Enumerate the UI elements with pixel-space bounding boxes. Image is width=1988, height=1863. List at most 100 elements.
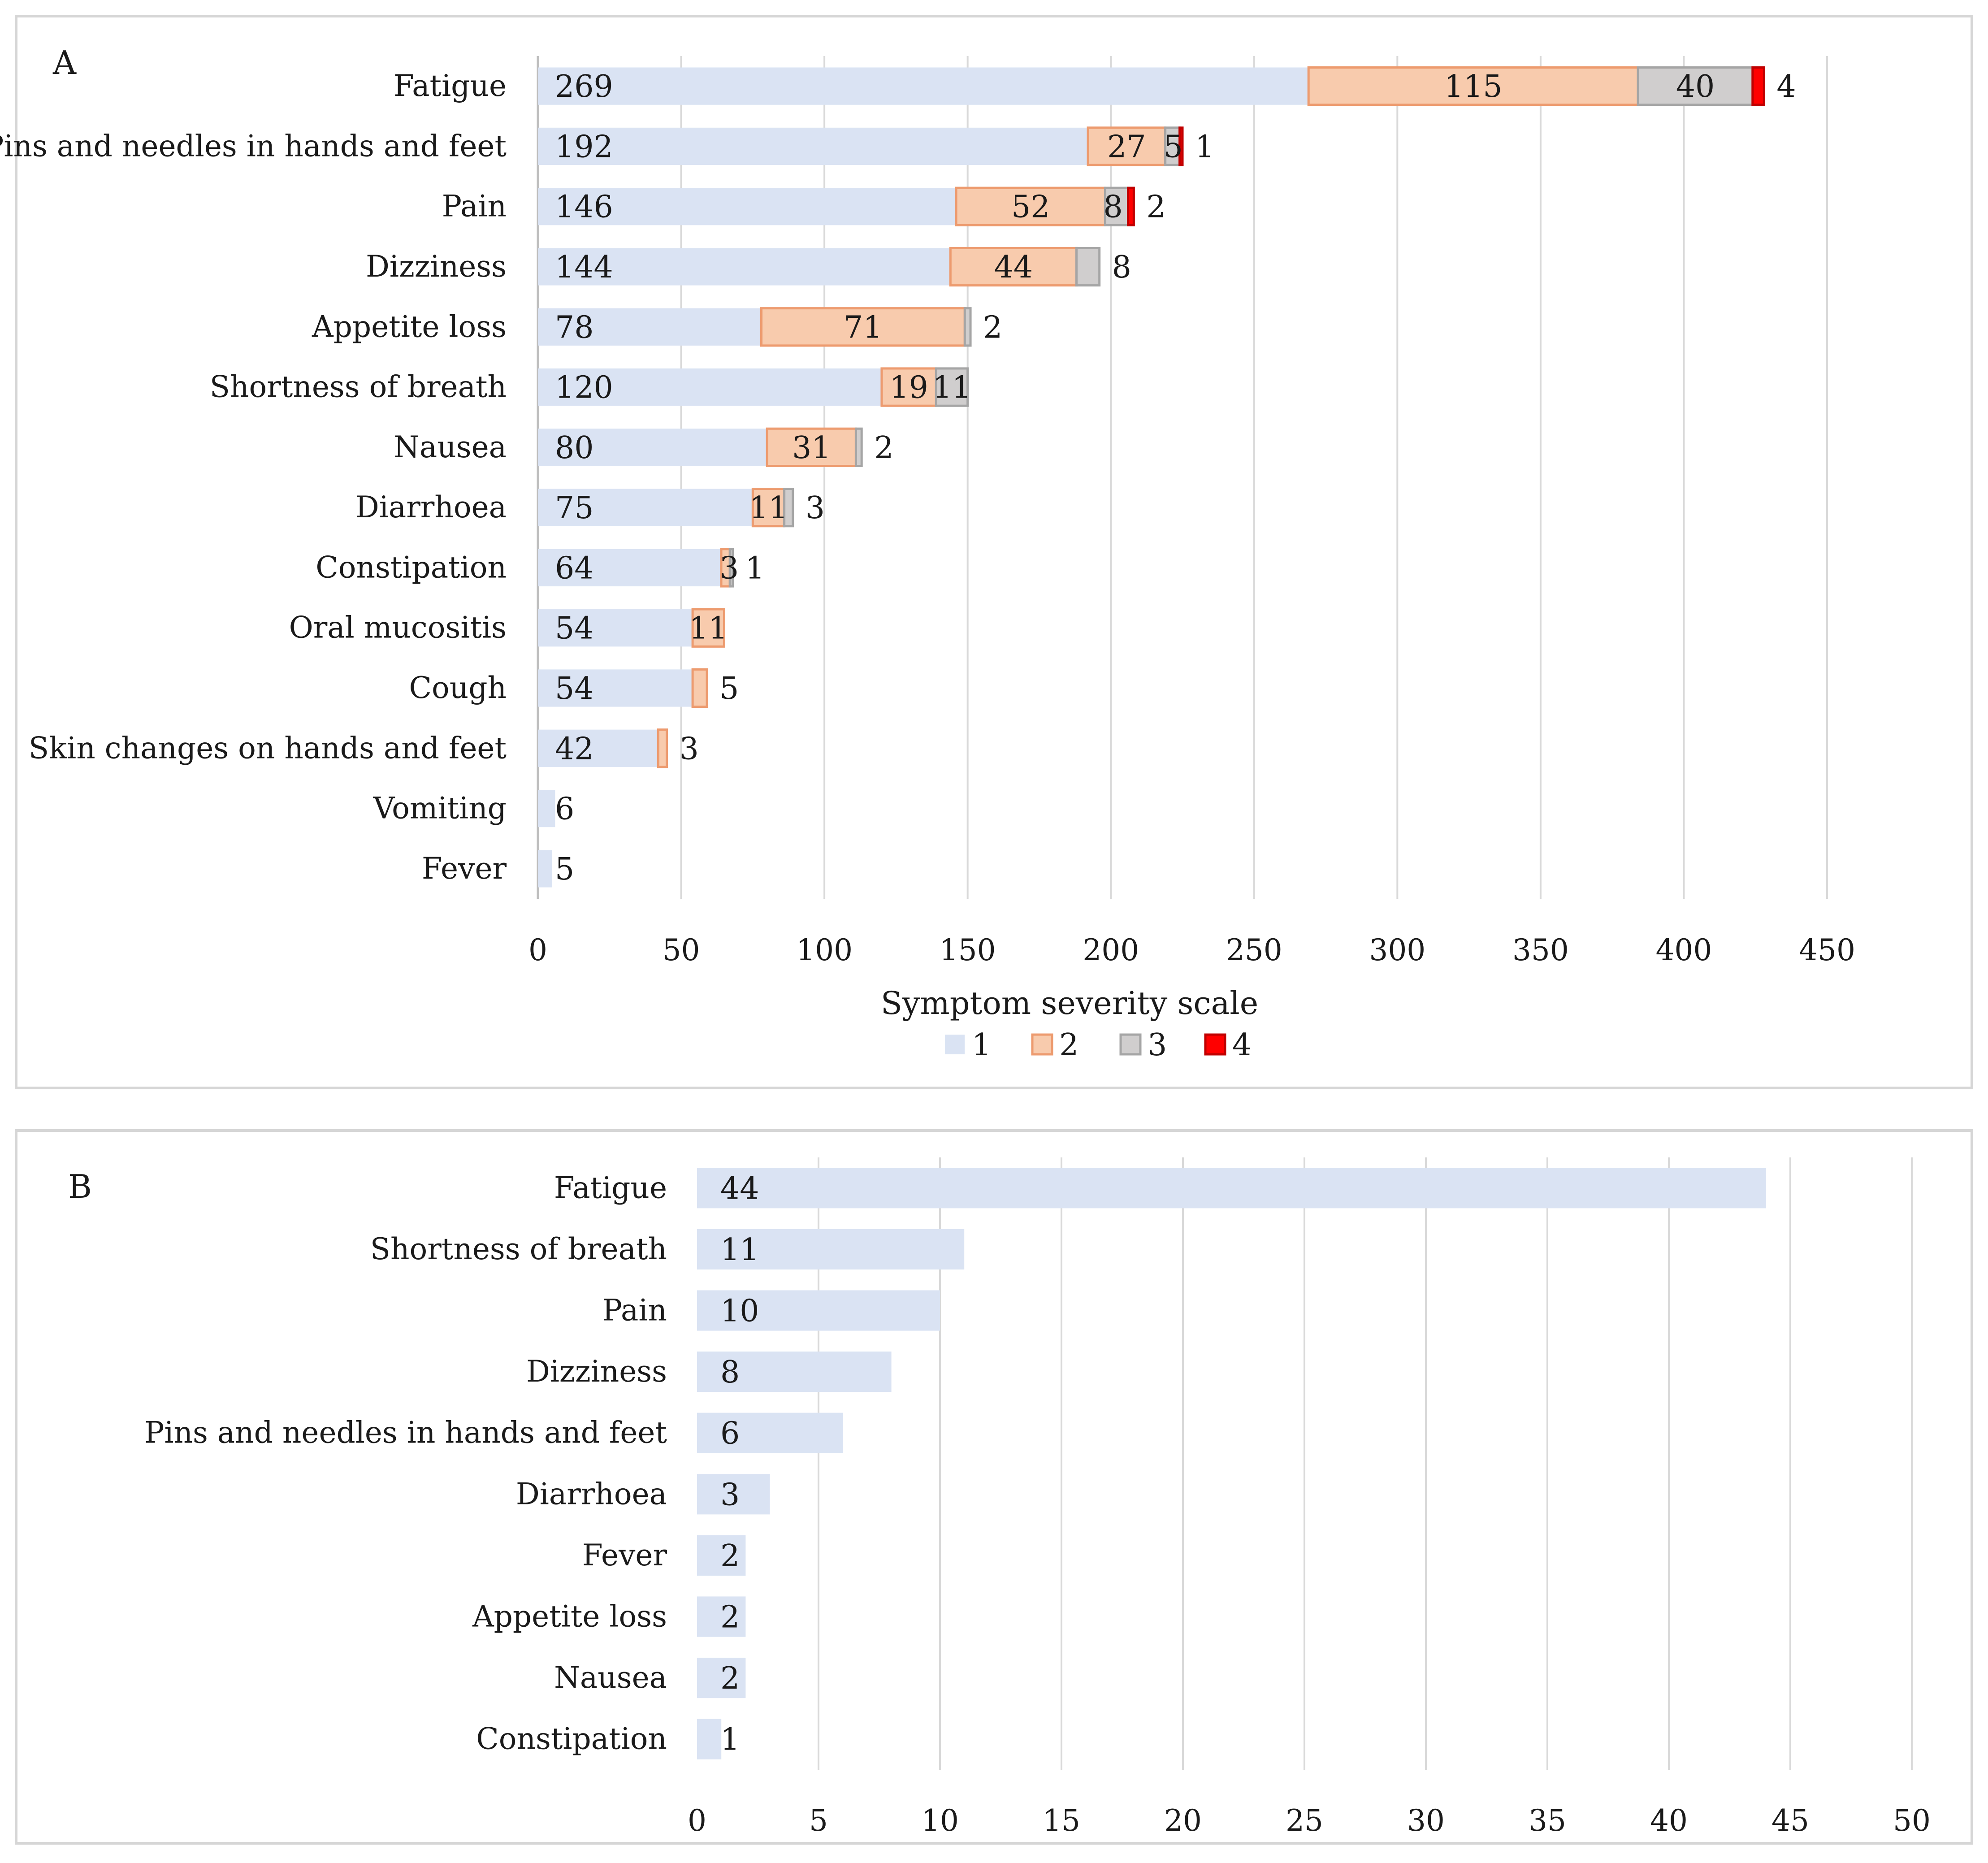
panel-b-frame (15, 1129, 1973, 1845)
category-label-a-vomiting: Vomiting (373, 791, 507, 826)
tick-label-a-350: 350 (1512, 933, 1569, 967)
category-label-b-shortness-of-breath: Shortness of breath (370, 1232, 667, 1266)
category-label-b-pins-and-needles-in-hands-and-feet: Pins and needles in hands and feet (144, 1416, 667, 1450)
data-label-b-fatigue: 44 (720, 1171, 759, 1206)
data-label-a-fatigue-s1: 269 (555, 69, 613, 104)
bar-segment-a-shortness-of-breath-s3 (935, 367, 969, 407)
category-label-a-diarrhoea: Diarrhoea (355, 490, 507, 524)
category-label-b-pain: Pain (602, 1293, 667, 1328)
tick-label-b-45: 45 (1771, 1803, 1809, 1838)
bar-b-shortness-of-breath (697, 1229, 965, 1269)
bar-segment-a-pins-and-needles-in-hands-and-feet-s2 (1087, 126, 1167, 166)
bar-segment-a-oral-mucositis-s2 (691, 608, 725, 648)
tick-label-b-15: 15 (1043, 1803, 1080, 1838)
tick-label-a-100: 100 (796, 933, 853, 967)
bar-segment-a-nausea-s3 (854, 427, 863, 467)
data-label-a-pain-s2: 52 (1011, 190, 1050, 225)
data-label-a-diarrhoea-s1: 75 (555, 490, 594, 526)
data-label-a-fever-s1: 5 (555, 852, 574, 887)
data-label-a-oral-mucositis-s2: 11 (689, 611, 728, 646)
data-label-a-fatigue-s4: 4 (1776, 69, 1796, 104)
panel-a-tick-labels: 0 50 100 150 200 250 300 350 400 450 (528, 933, 1855, 967)
bar-b-appetite-loss (697, 1596, 746, 1637)
legend: 1 2 3 4 (945, 1027, 1252, 1063)
legend-label-1: 1 (972, 1027, 991, 1063)
panel-a-category-labels: Fatigue Pins and needles in hands and fee… (0, 69, 507, 886)
category-label-a-constipation: Constipation (316, 550, 507, 585)
category-label-b-fever: Fever (582, 1538, 667, 1573)
category-label-b-appetite-loss: Appetite loss (472, 1599, 667, 1634)
panel-b-bars: 44 11 10 8 6 3 2 2 2 1 (697, 1168, 1766, 1759)
legend-label-3: 3 (1148, 1027, 1167, 1063)
data-label-a-vomiting-s1: 6 (555, 792, 574, 827)
legend-label-2: 2 (1059, 1027, 1078, 1063)
category-label-b-dizziness: Dizziness (526, 1354, 667, 1389)
panel-b-tick-labels: 0 5 10 15 20 25 30 35 40 45 50 (688, 1803, 1931, 1838)
legend-swatch-3 (1119, 1033, 1142, 1056)
tick-label-b-40: 40 (1650, 1803, 1688, 1838)
tick-label-b-5: 5 (809, 1803, 828, 1838)
data-label-a-shortness-of-breath-s2: 19 (889, 370, 928, 406)
bar-segment-a-dizziness-s3 (1075, 247, 1101, 287)
data-label-a-diarrhoea-s2: 11 (749, 490, 788, 526)
data-label-a-cough-s1: 54 (555, 671, 594, 706)
bar-segment-a-skin-changes-on-hands-and-feet-s2 (657, 728, 668, 768)
bar-segment-a-nausea-s2 (766, 427, 857, 467)
category-label-a-shortness-of-breath: Shortness of breath (210, 370, 507, 404)
panel-a-frame (15, 15, 1973, 1089)
bar-segment-a-fatigue-s1 (538, 67, 1309, 105)
data-label-a-pins-and-needles-in-hands-and-feet-s4: 1 (1195, 129, 1214, 165)
bar-segment-a-fever-s1 (538, 850, 552, 888)
bar-b-pain (697, 1290, 940, 1331)
data-label-a-appetite-loss-s1: 78 (555, 310, 594, 345)
data-label-a-constipation-s1: 64 (555, 550, 594, 586)
bar-segment-a-pins-and-needles-in-hands-and-feet-s3 (1164, 126, 1181, 166)
bar-segment-a-dizziness-s2 (949, 247, 1078, 287)
panel-b-letter: B (68, 1168, 92, 1205)
bar-b-diarrhoea (697, 1474, 770, 1515)
bar-segment-a-fatigue-s3 (1637, 66, 1754, 106)
legend-label-4: 4 (1232, 1027, 1252, 1063)
legend-swatch-2 (1031, 1033, 1053, 1056)
category-label-b-fatigue: Fatigue (554, 1170, 667, 1205)
panel-a-letter: A (52, 44, 77, 82)
tick-label-b-10: 10 (921, 1803, 959, 1838)
bar-segment-a-shortness-of-breath-s1 (538, 368, 882, 406)
category-label-a-pins-and-needles-in-hands-and-feet: Pins and needles in hands and feet (0, 129, 507, 163)
bar-segment-a-cough-s2 (691, 668, 708, 708)
data-label-a-constipation-s3: 1 (745, 550, 765, 586)
data-label-b-shortness-of-breath: 11 (720, 1232, 759, 1268)
tick-label-a-400: 400 (1655, 933, 1712, 967)
bar-segment-a-nausea-s1 (538, 429, 767, 466)
tick-label-b-35: 35 (1529, 1803, 1566, 1838)
data-label-a-nausea-s1: 80 (555, 430, 594, 466)
bar-segment-a-appetite-loss-s2 (760, 307, 966, 347)
data-label-a-pins-and-needles-in-hands-and-feet-s3: 5 (1164, 129, 1183, 165)
data-label-a-skin-changes-on-hands-and-feet-s1: 42 (555, 731, 594, 767)
tick-label-b-0: 0 (688, 1803, 706, 1838)
bar-segment-a-constipation-s1 (538, 549, 722, 587)
bar-segment-a-pins-and-needles-in-hands-and-feet-s4 (1178, 126, 1184, 166)
category-label-a-cough: Cough (409, 671, 507, 705)
category-label-a-skin-changes-on-hands-and-feet: Skin changes on hands and feet (29, 731, 507, 765)
data-label-a-fatigue-s2: 115 (1444, 69, 1503, 104)
panel-b: B 44 11 10 8 6 3 2 2 2 1 Fatigue Shortness of brea… (15, 1129, 1973, 1845)
data-label-a-diarrhoea-s3: 3 (806, 490, 825, 526)
category-label-a-oral-mucositis: Oral mucositis (289, 611, 507, 645)
bar-segment-a-vomiting-s1 (538, 789, 555, 828)
data-label-a-pins-and-needles-in-hands-and-feet-s2: 27 (1107, 129, 1146, 165)
bar-b-constipation (697, 1719, 722, 1759)
tick-label-b-25: 25 (1286, 1803, 1323, 1838)
bar-segment-a-shortness-of-breath-s2 (880, 367, 937, 407)
tick-label-a-250: 250 (1226, 933, 1282, 967)
legend-swatch-1 (945, 1035, 965, 1054)
tick-label-b-50: 50 (1893, 1803, 1931, 1838)
tick-label-a-50: 50 (663, 933, 700, 967)
data-label-a-pain-s1: 146 (555, 190, 613, 225)
data-label-b-nausea: 2 (720, 1661, 740, 1696)
data-label-a-cough-s2: 5 (719, 671, 739, 706)
data-label-a-shortness-of-breath-s1: 120 (555, 370, 613, 406)
